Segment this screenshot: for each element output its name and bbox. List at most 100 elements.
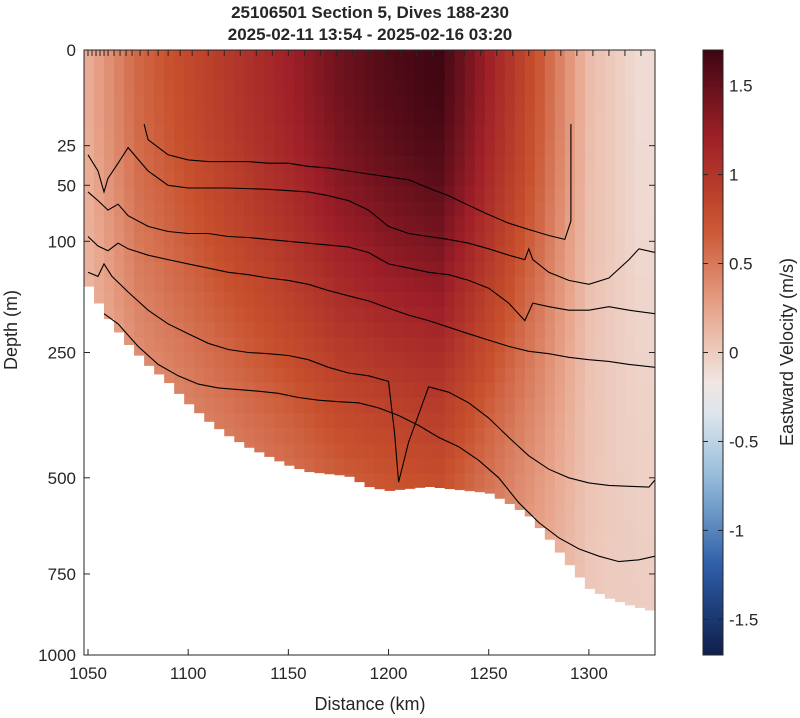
velocity-cell: [244, 337, 255, 354]
velocity-cell: [434, 276, 446, 293]
velocity-cell: [384, 246, 396, 263]
velocity-cell: [384, 140, 396, 157]
velocity-cell: [644, 80, 655, 96]
velocity-cell: [604, 95, 616, 112]
velocity-cell: [434, 397, 446, 414]
velocity-cell: [544, 322, 556, 338]
velocity-cell: [624, 322, 636, 338]
velocity-cell: [634, 246, 646, 263]
velocity-cell: [444, 473, 456, 490]
velocity-cell: [94, 110, 105, 127]
contour-line: [87, 262, 655, 488]
velocity-cell: [574, 155, 586, 172]
velocity-cell: [564, 50, 576, 66]
velocity-cell: [534, 473, 546, 490]
velocity-cell: [494, 171, 506, 187]
velocity-cell: [114, 246, 125, 263]
velocity-cell: [274, 322, 285, 338]
velocity-cell: [464, 322, 476, 338]
velocity-cell: [544, 110, 556, 127]
velocity-cell: [184, 155, 195, 172]
velocity-cell: [644, 65, 655, 81]
velocity-cell: [564, 337, 576, 354]
velocity-cell: [284, 246, 295, 263]
velocity-cell: [224, 322, 235, 338]
velocity-cell: [534, 503, 546, 520]
velocity-cell: [324, 337, 336, 354]
velocity-cell: [414, 473, 426, 488]
velocity-cell: [554, 95, 566, 112]
velocity-cell: [134, 95, 145, 112]
velocity-cell: [214, 65, 225, 81]
x-axis-label: Distance (km): [314, 694, 425, 714]
velocity-cell: [594, 473, 606, 490]
velocity-cell: [114, 95, 125, 112]
velocity-cell: [204, 95, 215, 112]
velocity-cell: [174, 201, 185, 217]
velocity-cell: [424, 337, 436, 354]
velocity-cell: [484, 337, 496, 354]
velocity-cell: [464, 473, 476, 490]
velocity-cell: [94, 201, 105, 217]
colorbar-ticks: 1.510.50-0.5-1-1.5: [703, 77, 758, 629]
velocity-cell: [644, 473, 655, 490]
velocity-cell: [254, 246, 265, 263]
y-tick-label: 250: [48, 344, 76, 363]
velocity-cell: [164, 231, 175, 248]
velocity-cell: [584, 276, 596, 293]
velocity-cell: [424, 473, 436, 487]
velocity-cell: [184, 322, 195, 338]
velocity-cell: [644, 216, 655, 233]
velocity-cell: [284, 140, 295, 157]
velocity-cell: [194, 216, 205, 233]
velocity-cell: [544, 443, 556, 459]
velocity-cell: [404, 65, 416, 81]
velocity-cell: [404, 95, 416, 112]
velocity-cell: [594, 231, 606, 248]
velocity-cell: [324, 443, 336, 459]
velocity-cell: [444, 80, 456, 96]
velocity-cell: [474, 488, 486, 493]
velocity-cell: [344, 140, 356, 157]
velocity-cell: [554, 443, 566, 459]
velocity-cell: [634, 564, 646, 580]
velocity-cell: [124, 65, 135, 81]
velocity-cell: [264, 322, 275, 338]
velocity-cell: [444, 352, 456, 369]
velocity-cell: [634, 549, 646, 565]
velocity-cell: [624, 80, 636, 96]
velocity-cell: [264, 382, 275, 399]
velocity-cell: [324, 171, 336, 187]
velocity-cell: [634, 201, 646, 217]
velocity-cell: [454, 216, 466, 233]
velocity-cell: [264, 201, 275, 217]
velocity-cell: [584, 579, 596, 589]
velocity-cell: [254, 292, 265, 308]
velocity-cell: [584, 458, 596, 475]
velocity-cell: [284, 171, 295, 187]
velocity-cell: [264, 50, 275, 66]
velocity-cell: [474, 80, 486, 96]
velocity-cell: [224, 276, 235, 293]
velocity-cell: [294, 261, 305, 278]
velocity-cell: [434, 171, 446, 187]
velocity-cell: [244, 261, 255, 278]
velocity-cell: [404, 50, 416, 66]
velocity-cell: [214, 322, 225, 338]
velocity-cell: [534, 65, 546, 81]
velocity-cell: [414, 443, 426, 459]
velocity-cell: [274, 337, 285, 354]
velocity-cell: [164, 186, 175, 202]
velocity-cell: [604, 337, 616, 354]
velocity-cell: [584, 473, 596, 490]
velocity-cell: [564, 307, 576, 323]
velocity-cell: [494, 473, 506, 490]
velocity-cell: [424, 352, 436, 369]
velocity-cell: [324, 65, 336, 81]
velocity-cell: [294, 216, 305, 233]
velocity-cell: [624, 140, 636, 157]
velocity-cell: [514, 186, 526, 202]
velocity-cell: [484, 443, 496, 459]
velocity-cell: [614, 322, 626, 338]
velocity-cell: [414, 246, 426, 263]
